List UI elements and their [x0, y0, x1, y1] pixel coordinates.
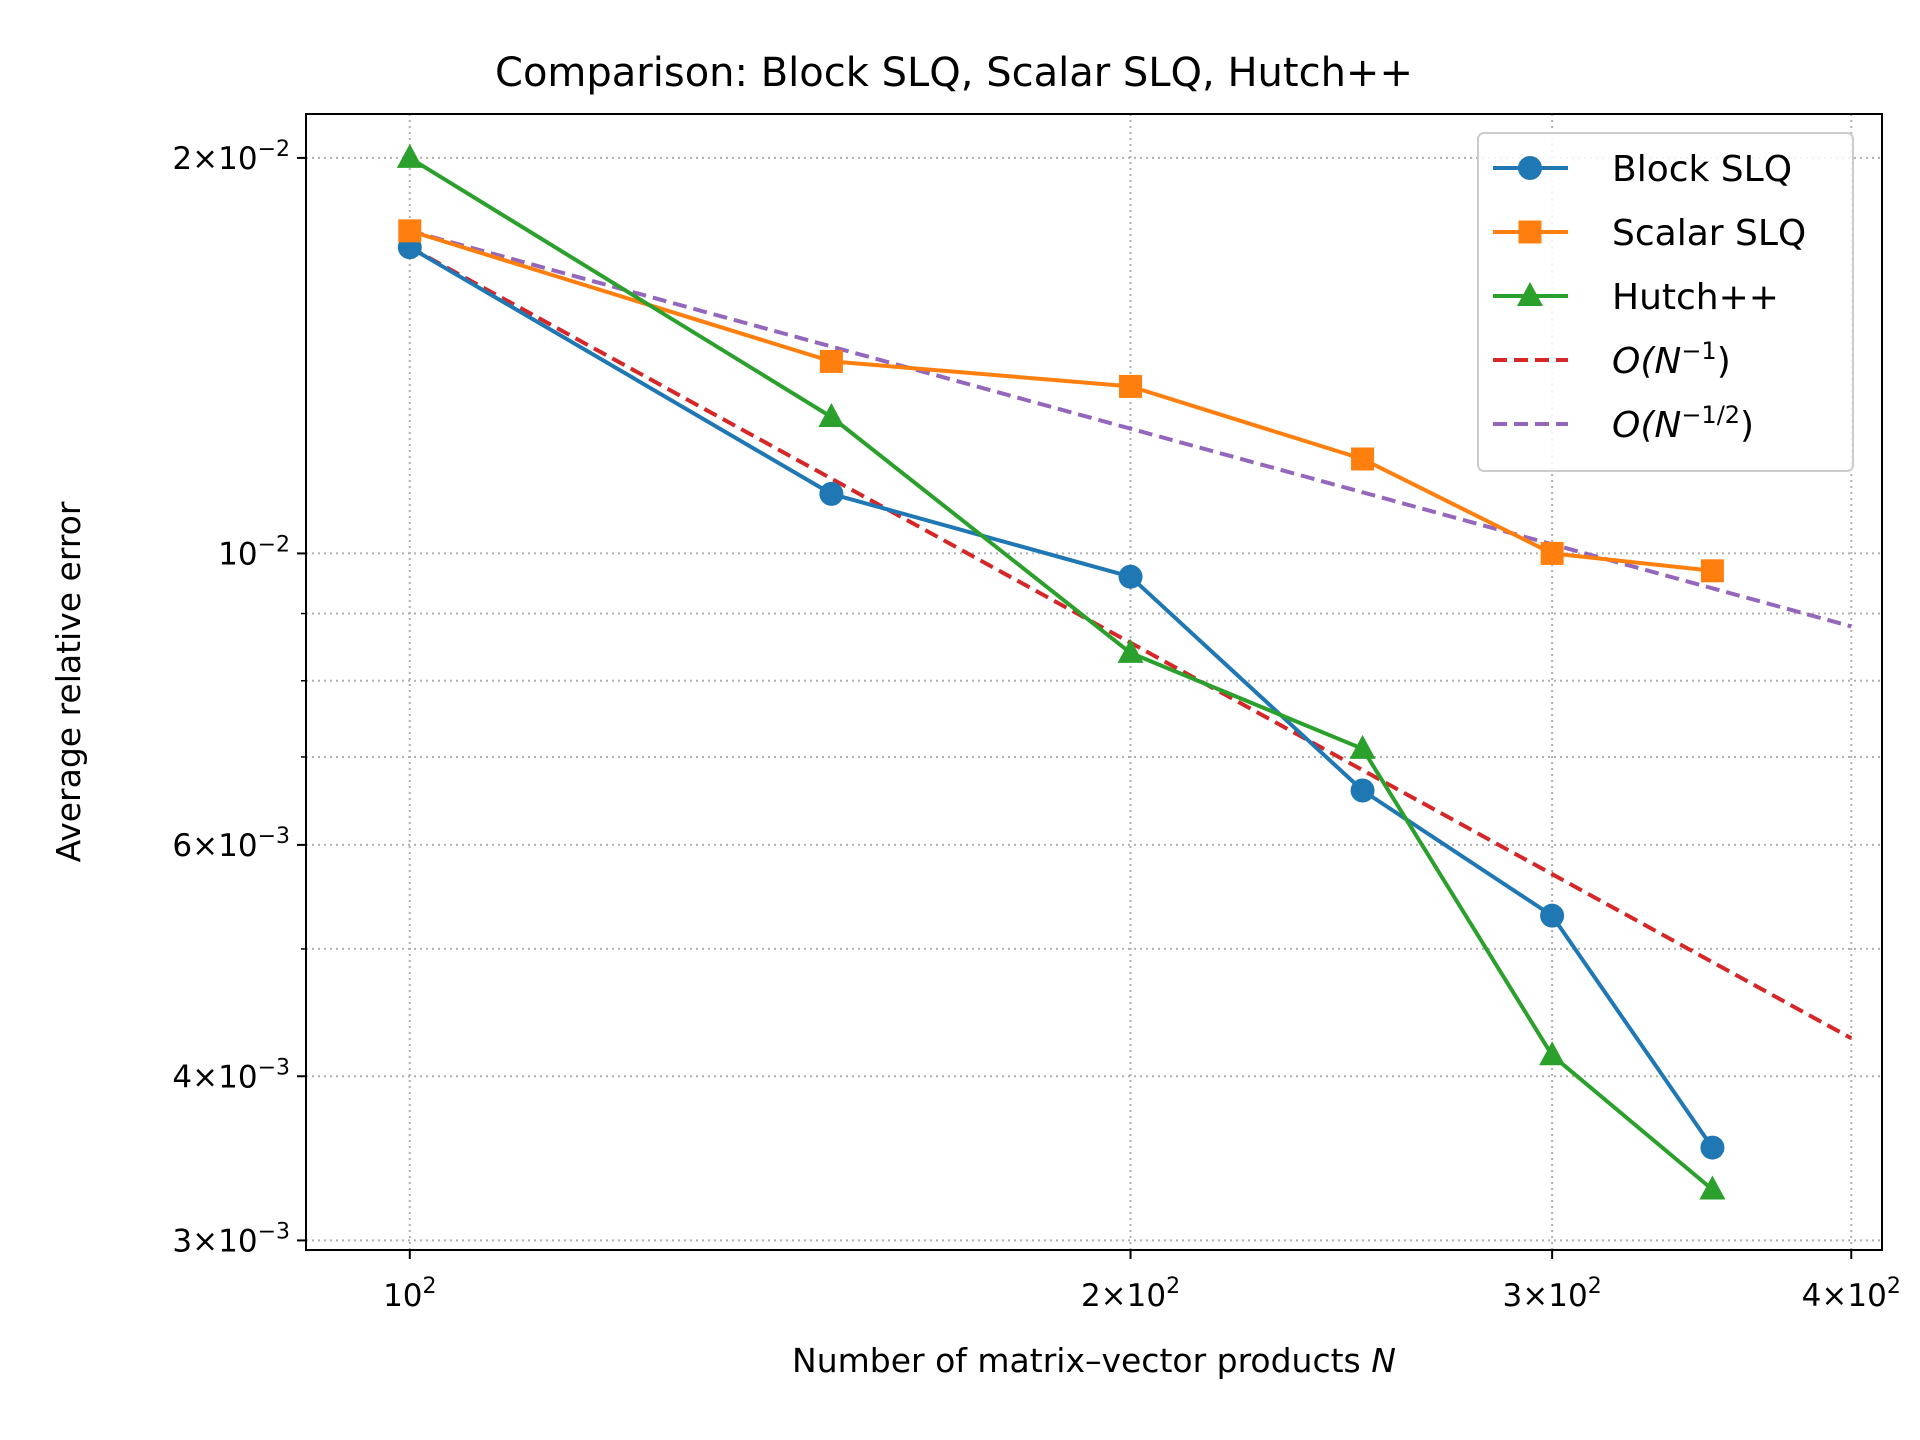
series-line-block-slq [408, 245, 1715, 1149]
data-point-hutch [396, 143, 423, 168]
y-tick-label-base: 4×10 [172, 1059, 257, 1095]
legend-label-o-n-1: O(N−1) [1612, 337, 1731, 382]
legend-marker-scalar-slq [1518, 220, 1542, 244]
data-point-block-slq [1350, 778, 1375, 803]
grid-lines [306, 114, 1882, 1250]
data-point-hutch [1539, 1041, 1566, 1066]
y-tick-label-exponent: −3 [258, 1219, 290, 1244]
data-point-scalar-slq [1119, 374, 1143, 398]
legend-label-exponent: −1 [1681, 337, 1716, 365]
y-tick-label-base: 6×10 [172, 828, 257, 864]
legend-marker-block-slq [1518, 156, 1542, 180]
data-point-scalar-slq [1540, 541, 1564, 565]
legend-label-scalar-slq: Scalar SLQ [1612, 213, 1806, 254]
y-tick-label: 2×10−2 [172, 137, 290, 177]
data-point-hutch [1699, 1175, 1726, 1200]
legend-label-hutch: Hutch++ [1612, 277, 1779, 318]
x-tick-label-exponent: 2 [1887, 1274, 1901, 1299]
data-point-scalar-slq [1700, 559, 1724, 583]
series-hutch [396, 143, 1726, 1200]
x-tick-label-base: 2×10 [1081, 1278, 1166, 1314]
legend-label-exponent: −1/2 [1681, 401, 1740, 429]
series-line-scalar-slq [409, 228, 1713, 573]
x-tick-label: 102 [383, 1274, 436, 1314]
y-tick-label: 3×10−3 [172, 1219, 290, 1259]
x-axis-label-text: Number of matrix–vector products [792, 1341, 1371, 1380]
legend-marker-hutch [1517, 282, 1543, 306]
series-scalar-slq [398, 219, 1724, 583]
y-tick-label: 6×10−3 [172, 824, 290, 864]
data-point-block-slq [1118, 564, 1143, 589]
x-tick-label-base: 4×10 [1802, 1278, 1887, 1314]
y-tick-label-base: 2×10 [172, 141, 257, 177]
y-axis-label: Average relative error [49, 501, 88, 862]
x-tick-label-base: 3×10 [1503, 1278, 1588, 1314]
x-tick-label: 3×102 [1503, 1274, 1602, 1314]
legend-label-close: ) [1740, 405, 1754, 446]
x-tick-label: 2×102 [1081, 1274, 1180, 1314]
data-point-block-slq [1700, 1135, 1725, 1160]
data-point-scalar-slq [398, 219, 422, 243]
data-point-hutch [818, 403, 845, 428]
data-point-hutch [1117, 638, 1144, 663]
x-tick-label-exponent: 2 [1588, 1274, 1602, 1299]
data-point-hutch [1349, 734, 1376, 759]
data-point-block-slq [819, 481, 844, 506]
y-tick-label: 4×10−3 [172, 1055, 290, 1095]
data-point-block-slq [1540, 903, 1565, 928]
data-point-scalar-slq [819, 349, 843, 373]
y-tick-label-base: 3×10 [172, 1223, 257, 1259]
y-tick-label-exponent: −3 [258, 1055, 290, 1080]
y-tick-label-exponent: −2 [258, 532, 290, 557]
plot-frame [305, 113, 1883, 1251]
x-tick-label-base: 10 [383, 1278, 422, 1314]
legend-label-block-slq: Block SLQ [1612, 149, 1792, 190]
y-tick-label-exponent: −3 [258, 824, 290, 849]
series-line-hutch [408, 156, 1714, 1192]
legend-label-o-n-1-2: O(N−1/2) [1612, 401, 1754, 446]
legend-box [1477, 132, 1854, 472]
y-tick-label: 10−2 [218, 532, 290, 572]
data-point-scalar-slq [1351, 447, 1375, 471]
x-tick-label-exponent: 2 [423, 1274, 437, 1299]
legend-label-close: ) [1717, 341, 1731, 382]
x-tick-label: 4×102 [1802, 1274, 1901, 1314]
y-tick-label-exponent: −2 [258, 137, 290, 162]
legend-label-math: O(N [1612, 405, 1681, 446]
x-axis-label-variable: N [1371, 1341, 1396, 1380]
x-axis-label: Number of matrix–vector products N [792, 1341, 1396, 1380]
y-tick-label-base: 10 [218, 536, 257, 572]
legend-label-math: O(N [1612, 341, 1681, 382]
series-block-slq [397, 235, 1725, 1160]
axis-ticks: 102 2×102 3×102 4×1022×10−210−26×10−34×10−3… [172, 137, 1900, 1314]
chart-title: Comparison: Block SLQ, Scalar SLQ, Hutch… [495, 50, 1413, 96]
plot-series [396, 143, 1853, 1200]
x-tick-label-exponent: 2 [1166, 1274, 1180, 1299]
